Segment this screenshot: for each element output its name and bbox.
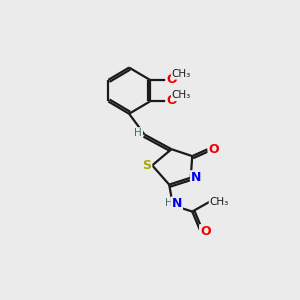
Text: O: O (208, 143, 219, 156)
Text: CH₃: CH₃ (172, 90, 191, 100)
Text: N: N (191, 171, 201, 184)
Text: S: S (142, 159, 151, 172)
Text: H: H (164, 198, 172, 208)
Text: H: H (134, 128, 142, 138)
Text: O: O (200, 225, 211, 238)
Text: CH₃: CH₃ (172, 69, 191, 79)
Text: O: O (166, 94, 177, 107)
Text: CH₃: CH₃ (210, 196, 229, 206)
Text: N: N (172, 197, 182, 210)
Text: O: O (166, 73, 177, 85)
